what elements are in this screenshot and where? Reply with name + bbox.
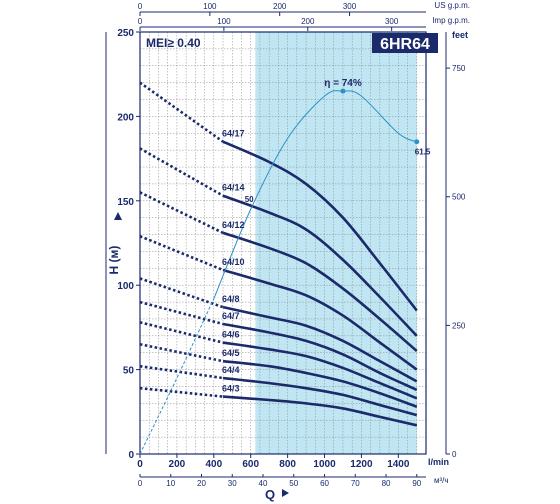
curve-64-8-dashed [139,277,224,309]
curve-label-64-17: 64/17 [222,129,245,139]
x-tick-label: 0 [137,459,143,470]
curve-label-64-4: 64/4 [222,365,240,375]
x-axis-title: Q [265,487,275,502]
mei-label: MEI≥ 0.40 [146,36,201,50]
curve-label-64-7: 64/7 [222,311,240,321]
x-tick-label: 1200 [350,459,373,470]
plot-frame [139,31,427,455]
curve-label-64-10: 64/10 [222,257,245,267]
bep-flow-label: 50 [245,195,254,204]
efficiency-curve-group: η = 74% 61.5 50 [139,78,431,455]
efficiency-peak-marker [340,88,346,94]
m3h-tick-label: 0 [138,479,143,488]
m3h-tick-label: 10 [166,479,175,488]
curve-64-6 [222,341,418,400]
lmin-unit: l/min [428,457,449,467]
us-gpm-tick-label: 100 [203,2,217,11]
efficiency-label: η = 74% [324,78,362,89]
curve-64-7 [222,322,418,392]
y-axis-arrow-icon [114,212,122,220]
x-tick-label: 600 [242,459,259,470]
curve-64-12 [222,231,418,353]
y-tick-label: 0 [128,450,134,461]
model-badge [372,33,438,53]
us-gpm-tick-label: 300 [343,2,357,11]
x-tick-label: 1000 [313,459,336,470]
x-axis-arrow-icon [282,489,289,497]
operating-range-band [255,32,417,454]
curve-label-64-5: 64/5 [222,348,240,358]
imp-gpm-tick-label: 300 [385,17,399,26]
imp-gpm-tick-label: 0 [138,17,143,26]
curve-64-14-dashed [139,147,224,197]
curve-label-64-6: 64/6 [222,330,240,340]
curve-64-17-dashed [139,81,224,143]
y-tick-label: 150 [117,197,134,208]
curve-label-64-3: 64/3 [222,384,240,394]
us-gpm-tick-label: 200 [273,2,287,11]
m3h-unit: м³/ч [434,476,449,485]
curve-64-6-dashed [139,321,224,344]
m3h-tick-label: 70 [351,479,360,488]
m3h-tick-label: 60 [320,479,329,488]
axes: 0 200 400 600 800 1000 1200 1400050100150200250… [105,2,466,488]
m3h-tick-label: 90 [412,479,421,488]
m3h-tick-label: 30 [228,479,237,488]
x-tick-label: 400 [205,459,222,470]
model-title: 6HR64 [380,36,430,53]
curve-64-10-dashed [139,235,224,272]
curve-64-8 [222,305,418,383]
curve-64-17 [222,140,418,312]
y-tick-label: 50 [123,366,135,377]
curve-64-3-dashed [139,386,224,398]
curve-64-12-dashed [139,191,224,235]
curve-64-10 [222,268,418,371]
m3h-tick-label: 80 [382,479,391,488]
curve-64-5 [222,359,418,408]
curve-64-4 [222,376,418,417]
imp-gpm-tick-label: 100 [217,17,231,26]
curve-label-64-12: 64/12 [222,220,245,230]
curve-64-4-dashed [139,364,224,380]
curves [139,81,418,427]
x-tick-label: 1400 [387,459,410,470]
feet-tick-label: 500 [452,193,466,202]
m3h-tick-label: 50 [289,479,298,488]
x-tick-label: 800 [279,459,296,470]
imp-gpm-unit: Imp g.p.m. [432,16,470,25]
efficiency-end-marker [414,139,420,145]
curve-64-7-dashed [139,300,224,326]
feet-tick-label: 250 [452,321,466,330]
end-flow-label: 61.5 [415,148,431,157]
imp-gpm-tick-label: 200 [301,17,315,26]
feet-unit: feet [452,30,468,40]
m3h-tick-label: 40 [259,479,268,488]
efficiency-curve [213,90,417,299]
y-tick-label: 100 [117,281,134,292]
x-tick-label: 200 [169,459,186,470]
y-axis-title: H (м) [107,246,121,275]
y-tick-label: 200 [117,112,134,123]
curve-labels: 64/17 64/14 64/12 64/10 64/8 64/7 64/6 64/5 64/4… [222,129,245,394]
us-gpm-tick-label: 0 [138,2,143,11]
curve-label-64-14: 64/14 [222,183,245,193]
curve-64-14 [222,194,418,337]
curve-64-3 [222,395,418,427]
feet-tick-label: 0 [452,450,457,459]
curve-64-5-dashed [139,343,224,363]
efficiency-curve-dashed [139,298,215,455]
us-gpm-unit: US g.p.m. [434,1,470,10]
m3h-tick-label: 20 [197,479,206,488]
curve-label-64-8: 64/8 [222,294,240,304]
feet-tick-label: 750 [452,64,466,73]
y-tick-label: 250 [117,28,134,39]
